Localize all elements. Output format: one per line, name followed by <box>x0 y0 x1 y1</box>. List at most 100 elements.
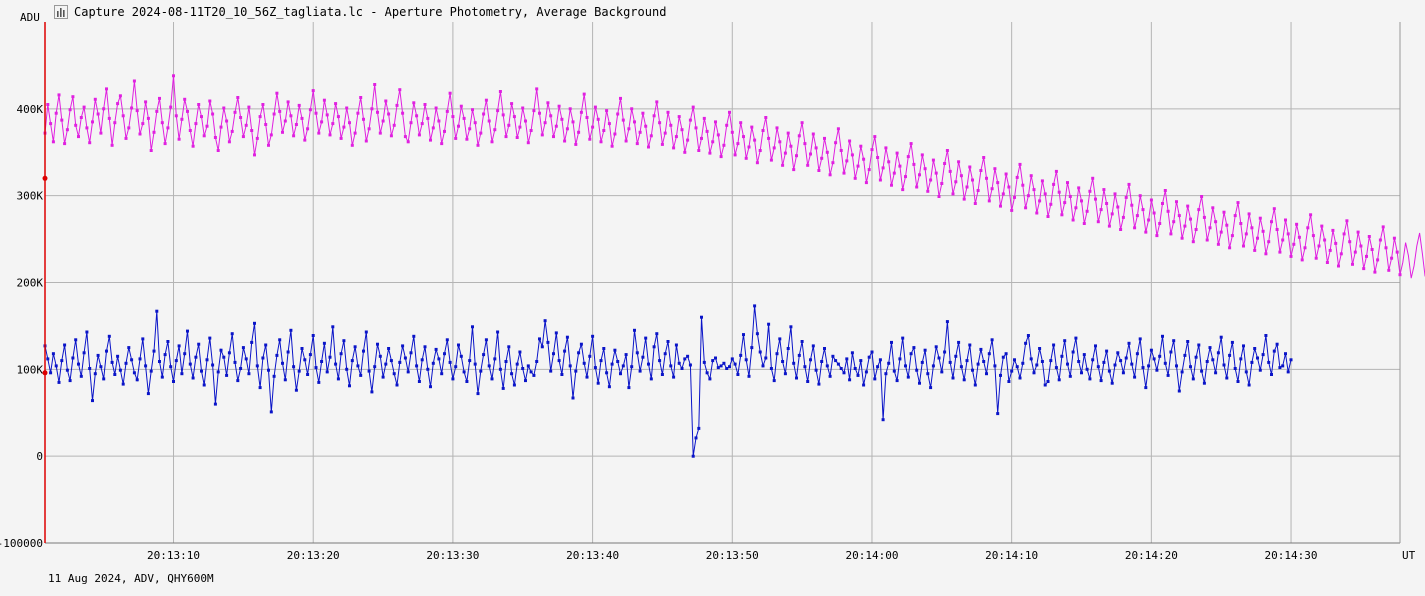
series-2-point <box>294 388 298 392</box>
series-2-point <box>633 328 636 332</box>
series-1-point <box>605 109 609 113</box>
series-1-point <box>395 103 399 107</box>
series-2-point <box>264 343 268 347</box>
series-1-point <box>957 160 961 164</box>
series-1-point <box>501 113 505 117</box>
series-2-point <box>331 325 335 329</box>
series-2-point <box>118 368 122 372</box>
series-2-point <box>962 378 966 382</box>
series-2-point <box>451 377 455 381</box>
series-2-point <box>655 332 659 336</box>
series-2-point <box>135 378 139 382</box>
series-2-point <box>1163 361 1167 365</box>
series-1-point <box>57 93 61 97</box>
series-2-point <box>376 342 379 346</box>
series-2-point <box>568 364 572 368</box>
series-1-point <box>638 130 642 134</box>
series-1-point <box>378 131 382 135</box>
series-1-point <box>219 125 223 129</box>
series-1-point <box>490 140 494 144</box>
series-1-point <box>177 137 181 141</box>
series-2-point <box>1015 365 1019 369</box>
series-1-point <box>448 91 452 95</box>
series-1-point <box>887 160 891 164</box>
series-1-point <box>1378 238 1382 242</box>
series-2-point <box>348 384 351 388</box>
series-2-point <box>943 350 947 354</box>
series-2-point <box>660 373 664 376</box>
series-2-point <box>535 360 539 363</box>
series-1-point <box>728 110 731 114</box>
series-2-point <box>521 367 525 370</box>
series-1-point <box>239 116 243 119</box>
series-2-point <box>91 399 94 403</box>
series-2-point <box>306 373 310 376</box>
series-1-point <box>1392 236 1396 240</box>
axis-layer: ADU UT <box>20 11 1416 562</box>
series-2-point <box>577 351 581 355</box>
series-2-point <box>669 364 673 368</box>
series-1-point <box>303 138 307 142</box>
series-1-point <box>1105 202 1109 205</box>
series-1-point <box>772 146 776 150</box>
series-1-point <box>918 173 921 177</box>
series-1-point <box>269 133 273 137</box>
series-1-point <box>1292 242 1296 246</box>
series-2-point <box>904 364 907 368</box>
series-1-point <box>1169 232 1173 236</box>
series-2-point <box>1068 374 1072 378</box>
series-1-point <box>1186 204 1190 208</box>
series-1-point <box>451 115 455 119</box>
series-2-point <box>1239 357 1243 361</box>
series-2-point <box>484 338 488 342</box>
series-2-point <box>797 353 801 357</box>
series-2-point <box>1230 340 1234 344</box>
time-cursor[interactable] <box>42 22 48 543</box>
series-1-point <box>1395 250 1399 254</box>
series-2-point <box>437 357 441 361</box>
series-1-point <box>1032 188 1036 192</box>
series-2-point <box>415 364 419 368</box>
series-2-point <box>1222 363 1226 367</box>
series-1-point <box>328 133 332 137</box>
series-1-point <box>1370 248 1374 251</box>
series-1-point <box>750 125 754 129</box>
series-2-point <box>1007 380 1011 383</box>
series-1-point <box>680 128 684 132</box>
series-1-point <box>79 116 83 119</box>
footer-info: 11 Aug 2024, ADV, QHY600M <box>48 572 214 585</box>
series-2-point <box>473 362 477 366</box>
series-2-point <box>197 342 201 346</box>
series-2-point <box>213 402 217 406</box>
series-2-point <box>666 340 670 343</box>
series-1-point <box>107 116 111 120</box>
series-2-point <box>320 360 324 363</box>
series-1-point <box>719 155 723 159</box>
y-tick-label: 200K <box>17 277 44 290</box>
series-2-point <box>269 410 273 414</box>
series-2-point <box>1149 348 1153 352</box>
series-2-point <box>526 364 530 368</box>
series-2-point <box>1085 367 1089 371</box>
series-1-point <box>135 109 139 113</box>
series-1-point <box>473 121 477 125</box>
series-1-point <box>529 129 533 132</box>
series-2-point <box>987 352 991 356</box>
series-2-point <box>887 361 891 365</box>
series-1-point <box>169 105 173 109</box>
series-2-point <box>1158 354 1162 358</box>
series-2-point <box>811 344 815 348</box>
series-1-point <box>1135 214 1139 218</box>
series-1-point <box>677 115 681 119</box>
series-2-point <box>378 354 382 358</box>
series-2-point <box>1172 339 1176 343</box>
series-1-point <box>1189 217 1192 221</box>
series-2-point <box>54 364 58 368</box>
series-1-point <box>1242 244 1245 248</box>
series-2-point <box>462 370 466 374</box>
series-2-point <box>1046 380 1050 383</box>
series-1-point <box>482 112 486 116</box>
series-2-point <box>459 354 463 358</box>
series-1-point <box>619 96 622 100</box>
